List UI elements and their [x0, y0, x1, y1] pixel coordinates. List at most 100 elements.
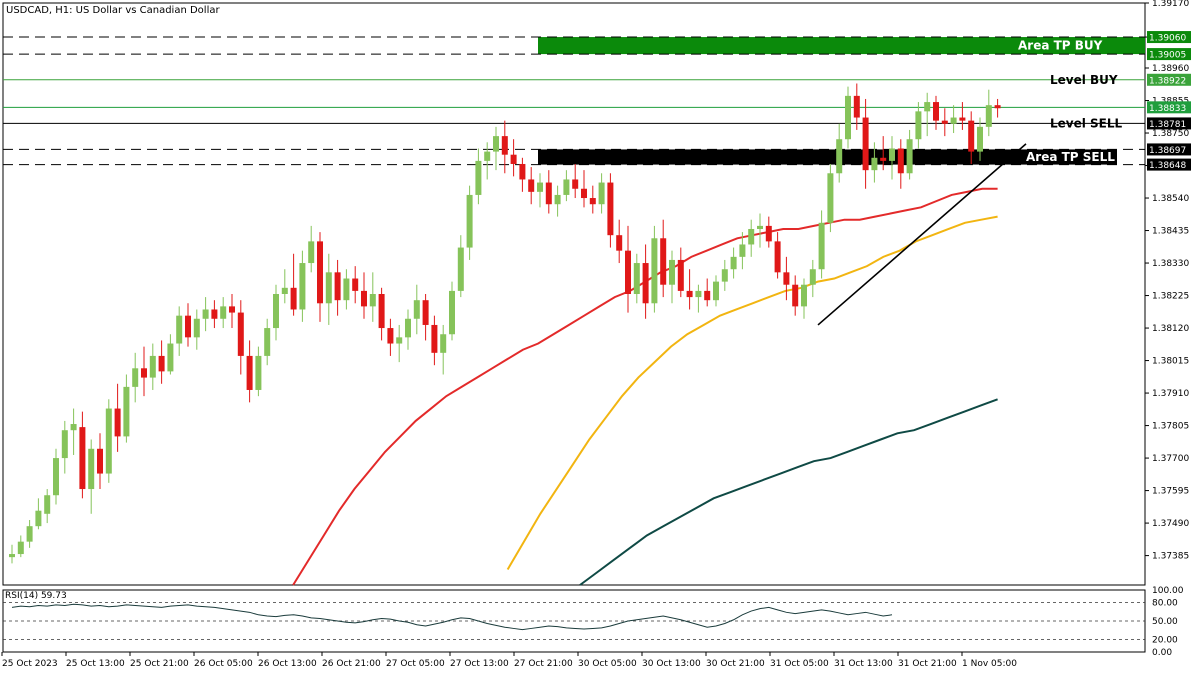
price-tag	[1147, 117, 1191, 130]
candle	[783, 256, 790, 301]
candle-body	[871, 157, 878, 171]
candle-body	[202, 309, 209, 319]
candle-body	[466, 194, 473, 248]
candle	[493, 126, 499, 171]
candle	[774, 232, 781, 279]
candle	[994, 98, 1001, 118]
area-tp-sell-box	[538, 149, 1117, 165]
x-tick-label: 25 Oct 2023	[2, 659, 58, 669]
candle	[378, 287, 385, 341]
candle	[387, 318, 394, 356]
price-tag	[1147, 143, 1191, 156]
candle	[677, 247, 684, 298]
candle	[897, 139, 904, 189]
candle-body	[9, 554, 15, 558]
x-tick-label: 27 Oct 13:00	[450, 659, 509, 669]
candle	[686, 269, 693, 310]
candle	[792, 275, 799, 316]
candle	[554, 185, 561, 217]
candle	[308, 225, 315, 273]
candle-body	[176, 315, 183, 344]
y-tick-label: 1.38750	[1152, 129, 1189, 139]
candle	[572, 163, 579, 199]
candle-body	[396, 337, 403, 344]
candle-body	[325, 272, 332, 304]
candle-body	[994, 105, 1001, 109]
candle	[528, 167, 535, 205]
candle-body	[501, 136, 508, 155]
candle	[202, 297, 209, 332]
candle-body	[35, 510, 42, 527]
candle-body	[633, 263, 640, 294]
candle	[334, 259, 341, 316]
x-tick-label: 26 Oct 05:00	[194, 659, 253, 669]
candle	[237, 300, 244, 375]
candle-body	[255, 355, 262, 390]
rsi-tick-label: 0.00	[1152, 648, 1172, 658]
candle	[167, 334, 174, 375]
candle	[449, 281, 455, 341]
candle-body	[44, 495, 51, 514]
candle	[537, 173, 543, 208]
candle-body	[308, 241, 315, 264]
candle	[61, 420, 68, 474]
y-tick-label: 1.38960	[1152, 64, 1189, 74]
candle	[97, 433, 103, 490]
candle	[510, 139, 517, 177]
y-tick-label: 1.38120	[1152, 324, 1189, 334]
candle-body	[123, 386, 130, 437]
candle	[880, 136, 887, 171]
price-panel: 1.391701.390601.389601.388551.387501.386…	[2, 0, 1191, 586]
candle-body	[273, 294, 279, 329]
candle-body	[572, 179, 579, 189]
candle-body	[158, 355, 165, 372]
price-frame	[2, 2, 1146, 586]
candle	[53, 448, 59, 505]
price-tag-label: 1.39005	[1149, 51, 1186, 61]
price-tag	[1147, 31, 1191, 44]
candle	[607, 173, 614, 248]
candle-body	[642, 263, 649, 304]
x-tick-label: 27 Oct 21:00	[514, 659, 573, 669]
candle-body	[880, 157, 887, 161]
price-tag	[1147, 158, 1191, 171]
y-tick-label: 1.38435	[1152, 227, 1189, 237]
rsi-panel: 25 Oct 2023 25 Oct 13:00 25 Oct 21:00 26 Oc…	[1, 586, 1184, 669]
candle-body	[237, 312, 244, 356]
candle	[501, 120, 508, 174]
candle	[669, 250, 675, 304]
candle-body	[721, 269, 728, 282]
candle-body	[809, 269, 816, 285]
candle	[484, 142, 491, 180]
candle-body	[211, 309, 218, 319]
x-tick-label: 27 Oct 05:00	[386, 659, 445, 669]
candle	[185, 303, 191, 347]
candle-body	[431, 324, 438, 353]
candle	[220, 297, 227, 329]
candle-body	[686, 290, 693, 298]
candle	[114, 383, 121, 452]
candle-body	[484, 151, 491, 161]
candle-body	[660, 238, 667, 285]
candle	[149, 343, 156, 390]
price-tag-label: 1.38648	[1149, 161, 1186, 171]
candle-body	[677, 259, 684, 291]
x-tick-label: 30 Oct 21:00	[706, 659, 765, 669]
candle	[853, 83, 860, 130]
y-tick-label: 1.37385	[1152, 552, 1189, 562]
candle	[941, 108, 948, 137]
candle-body	[765, 225, 772, 242]
candle-body	[792, 284, 799, 307]
area-tp-buy-box	[538, 37, 1145, 55]
y-tick-label: 1.37700	[1152, 454, 1189, 464]
candle-body	[589, 198, 596, 205]
candle-body	[713, 281, 719, 301]
candle-body	[387, 328, 394, 344]
y-tick-label: 1.37595	[1152, 487, 1189, 497]
candle-body	[369, 294, 376, 307]
candle-body	[757, 225, 763, 229]
candle	[158, 340, 165, 384]
candle	[915, 102, 922, 149]
y-tick-label: 1.39170	[1152, 0, 1189, 9]
candle	[396, 324, 403, 363]
